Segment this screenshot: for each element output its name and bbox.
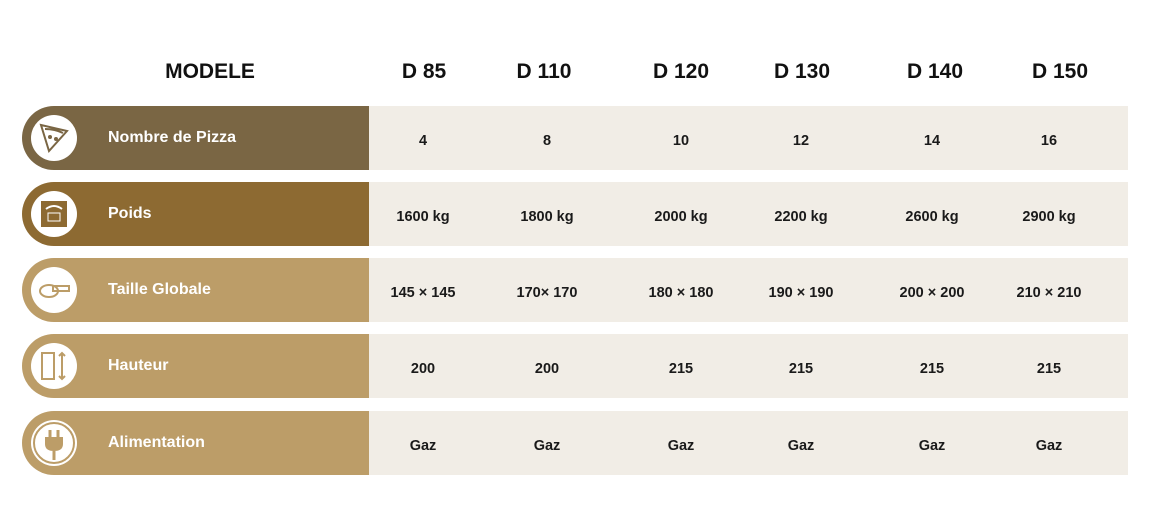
spec-value: 2000 kg (654, 209, 708, 225)
spec-value: 1800 kg (520, 209, 574, 225)
spec-value: 170× 170 (516, 285, 578, 301)
spec-value: 215 (1036, 361, 1062, 377)
spec-row: Alimentation Gaz Gaz Gaz Gaz Gaz Gaz (22, 411, 1128, 475)
spec-value: 145 × 145 (390, 285, 456, 301)
spec-value: 2200 kg (774, 209, 828, 225)
tape-measure-icon (31, 267, 77, 313)
spec-values (369, 258, 1128, 322)
spec-label-pill: Taille Globale (22, 258, 369, 322)
spec-label: Alimentation (108, 434, 205, 451)
spec-label-pill: Hauteur (22, 334, 369, 398)
spec-label-pill: Poids (22, 182, 369, 246)
spec-value: 210 × 210 (1016, 285, 1082, 301)
weight-scale-icon (31, 191, 77, 237)
model-name: D 120 (652, 60, 710, 83)
spec-label: Taille Globale (108, 281, 211, 298)
model-name: D 85 (401, 60, 447, 83)
spec-value: 2900 kg (1022, 209, 1076, 225)
spec-values (369, 411, 1128, 475)
spec-value: 1600 kg (396, 209, 450, 225)
spec-value: 180 × 180 (648, 285, 714, 301)
model-name: D 130 (773, 60, 831, 83)
spec-value: Gaz (409, 438, 437, 454)
spec-row: Hauteur 200 200 215 215 215 215 (22, 334, 1128, 398)
spec-value: 4 (418, 133, 428, 149)
spec-row: Poids 1600 kg 1800 kg 2000 kg 2200 kg 2600 k… (22, 182, 1128, 246)
spec-value: Gaz (787, 438, 815, 454)
spec-row: Nombre de Pizza 4 8 10 12 14 16 (22, 106, 1128, 170)
spec-value: Gaz (533, 438, 561, 454)
spec-value: Gaz (1035, 438, 1063, 454)
ruler-height-icon (31, 343, 77, 389)
spec-values (369, 182, 1128, 246)
spec-value: Gaz (667, 438, 695, 454)
model-name: D 110 (516, 60, 572, 83)
spec-value: 2600 kg (905, 209, 959, 225)
spec-value: 215 (919, 361, 945, 377)
spec-value: 14 (923, 133, 941, 149)
power-plug-icon (31, 420, 77, 466)
spec-value: 200 (534, 361, 560, 377)
spec-value: 200 (410, 361, 436, 377)
spec-label-pill: Nombre de Pizza (22, 106, 369, 170)
spec-label: Nombre de Pizza (108, 129, 237, 146)
model-name: D 150 (1031, 60, 1089, 83)
spec-label: Poids (108, 205, 152, 222)
spec-value: 12 (792, 133, 810, 149)
spec-values (369, 106, 1128, 170)
spec-value: 215 (788, 361, 814, 377)
spec-row: Taille Globale 145 × 145 170× 170 180 × 18… (22, 258, 1128, 322)
pizza-slice-icon (31, 115, 77, 161)
spec-value: 215 (668, 361, 694, 377)
model-name: D 140 (906, 60, 964, 83)
spec-value: 10 (672, 133, 690, 149)
spec-label: Hauteur (108, 357, 169, 374)
spec-label-pill: Alimentation (22, 411, 369, 475)
spec-value: Gaz (918, 438, 946, 454)
model-header: MODELE (165, 60, 255, 83)
spec-values (369, 334, 1128, 398)
spec-value: 190 × 190 (768, 285, 834, 301)
spec-value: 16 (1040, 133, 1058, 149)
spec-value: 200 × 200 (899, 285, 965, 301)
spec-value: 8 (542, 133, 552, 149)
